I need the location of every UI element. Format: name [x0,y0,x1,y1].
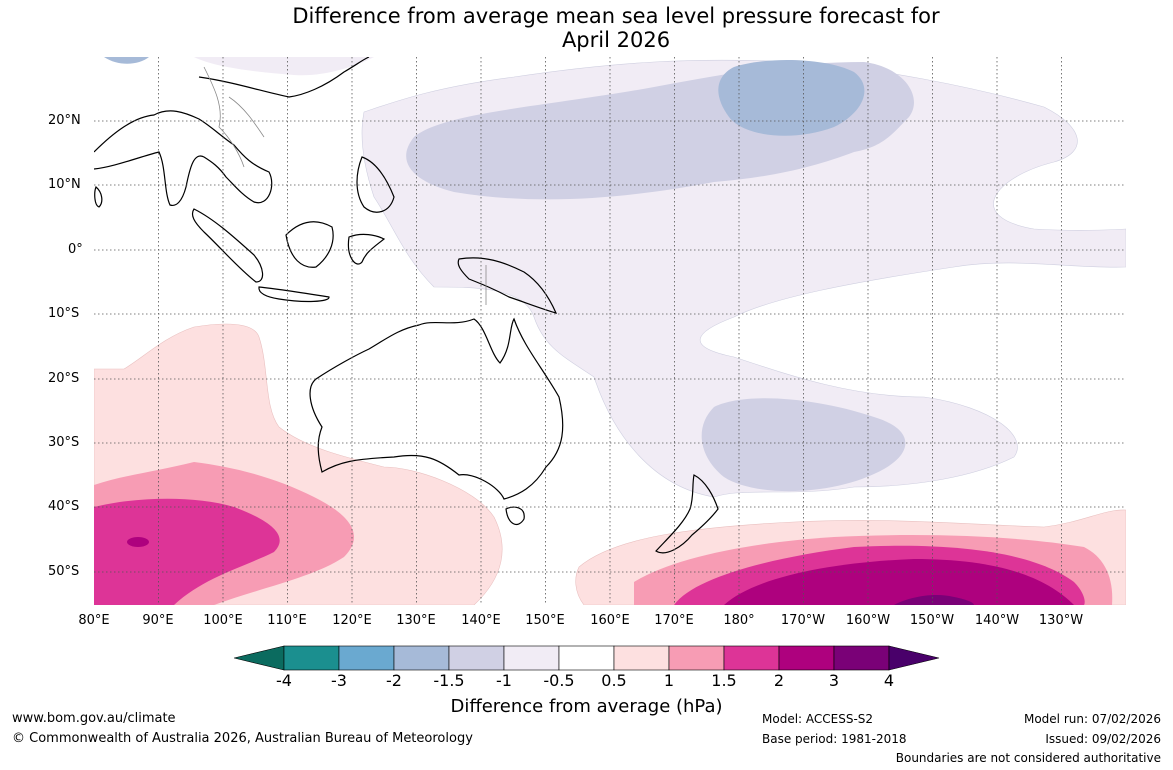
colorbar-tick: -1.5 [433,671,465,690]
lon-label-130w: 130°W [1038,613,1084,628]
colorbar-tick: -1 [496,671,512,690]
anomaly-fields [94,57,1126,605]
colorbar-tick: 1.5 [711,671,737,690]
southeast-asia-coast [94,110,273,207]
anomaly-region-pos-east-strong [724,559,1074,605]
lon-label-130e: 130°E [396,613,436,628]
colorbar-tick: -4 [276,671,292,690]
java-coast [258,286,330,303]
borneo-coast [285,221,334,268]
lat-label-30s: 30°S [48,435,80,450]
title-line-2: April 2026 [561,28,671,52]
copyright-text: © Commonwealth of Australia 2026, Austra… [12,731,473,746]
lon-label-170w: 170°W [780,613,826,628]
colorbar-swatch [283,645,340,671]
anomaly-region-neg-core [718,60,865,136]
lon-label-140w: 140°W [974,613,1020,628]
colorbar-swatch [613,645,670,671]
sri-lanka-coast [94,186,103,208]
colorbar-tick: 1 [663,671,675,690]
colorbar-tick: -2 [386,671,402,690]
colorbar-swatch [833,645,890,671]
colorbar-extend-low [234,645,285,671]
lat-label-50s: 50°S [48,564,80,579]
issued-date: Issued: 09/02/2026 [1045,732,1161,746]
anomaly-region-pos-west-core [94,498,280,605]
title-line-1: Difference from average mean sea level p… [292,4,940,28]
indochina-borders [203,66,265,168]
tasmania-coast [505,506,525,526]
philippines-coast [356,156,395,213]
anomaly-region-neg-band-south [701,398,906,492]
australia-coast [309,317,564,500]
new-guinea-coast [457,257,558,314]
colorbar [234,645,940,671]
country-borders [203,66,487,305]
lon-label-120e: 120°E [332,613,372,628]
colorbar-extend-high [888,645,940,671]
lat-label-20n: 20°N [48,113,81,128]
mainland-north-coast [198,57,370,98]
colorbar-tick: 4 [883,671,895,690]
colorbar-tick: 3 [828,671,840,690]
colorbar-swatch [393,645,450,671]
colorbar-tick: -3 [331,671,347,690]
colorbar-swatch [668,645,725,671]
new-zealand-coast [655,474,719,554]
anomaly-region-pos-east-peak [894,594,974,605]
coastlines [94,57,719,554]
colorbar-tick: 0.5 [601,671,627,690]
lon-label-160w: 160°W [845,613,891,628]
lat-label-0: 0° [68,242,83,257]
map-title: Difference from average mean sea level p… [0,4,1173,52]
colorbar-tick: 2 [773,671,785,690]
base-period: Base period: 1981-2018 [762,732,907,746]
lon-label-140e: 140°E [461,613,501,628]
lon-label-100e: 100°E [203,613,243,628]
lon-label-150w: 150°W [909,613,955,628]
lat-label-40s: 40°S [48,499,80,514]
colorbar-tick: -0.5 [543,671,575,690]
anomaly-region-neg-top [194,57,374,76]
lon-label-150e: 150°E [525,613,565,628]
lon-label-160e: 160°E [590,613,630,628]
lon-label-80e: 80°E [78,613,110,628]
colorbar-swatch [503,645,560,671]
colorbar-swatch [338,645,395,671]
colorbar-title: Difference from average (hPa) [450,696,723,717]
lon-label-90e: 90°E [142,613,174,628]
lon-label-180: 180° [723,613,755,628]
model-name: Model: ACCESS-S2 [762,712,874,726]
lat-label-20s: 20°S [48,371,80,386]
boundaries-disclaimer: Boundaries are not considered authoritat… [895,751,1161,765]
colorbar-swatch [558,645,615,671]
lat-label-10n: 10°N [48,177,81,192]
colorbar-swatches [234,645,940,671]
anomaly-region-pos-west-peak [127,537,149,547]
sumatra-coast [191,208,264,283]
colorbar-swatch [448,645,505,671]
lon-label-170e: 170°E [654,613,694,628]
lon-label-110e: 110°E [267,613,307,628]
graticule [94,57,1126,605]
anomaly-region-neg-corner [104,57,149,64]
colorbar-swatch [723,645,780,671]
colorbar-swatch [778,645,835,671]
website-link[interactable]: www.bom.gov.au/climate [12,711,176,726]
lat-label-10s: 10°S [48,306,80,321]
model-run-date: Model run: 07/02/2026 [1023,712,1161,726]
pressure-anomaly-map [94,57,1126,605]
